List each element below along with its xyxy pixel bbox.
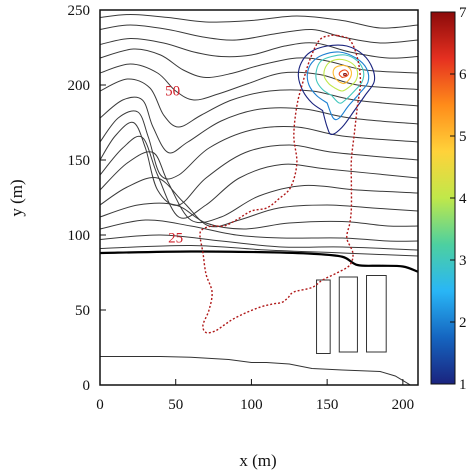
colorbar-tick-label: 7 — [459, 5, 467, 21]
y-tick-label: 150 — [68, 153, 91, 169]
terrain-contour-line — [100, 24, 418, 44]
terrain-contour-line — [100, 219, 418, 242]
colorbar-tick-label: 3 — [459, 253, 467, 269]
y-axis-title: y (m) — [7, 179, 26, 216]
building-outline — [366, 275, 387, 353]
colorbar-tick-label: 6 — [459, 67, 467, 83]
terrain-contour-line — [100, 110, 418, 180]
building-outline — [316, 279, 331, 354]
ground-line — [100, 356, 411, 385]
concentration-contour-2 — [306, 51, 370, 121]
plot-area: 50 25 — [100, 13, 418, 385]
y-tick-label: 250 — [68, 3, 91, 19]
y-axis: 0 50 100 150 200 250 — [68, 3, 106, 394]
terrain-contour-line — [100, 244, 418, 257]
colorbar-tick-label: 2 — [459, 315, 467, 331]
terrain-contour-line — [100, 96, 418, 154]
concentration-contour-7 — [343, 73, 347, 76]
contour-label: 25 — [168, 231, 183, 247]
x-tick-label: 200 — [392, 397, 415, 413]
y-tick-label: 100 — [68, 228, 91, 244]
x-axis: 0 50 100 150 200 — [96, 379, 414, 413]
building-outline — [338, 276, 358, 353]
contour-label: 50 — [165, 84, 180, 100]
site-boundary — [199, 34, 362, 334]
y-tick-label: 0 — [83, 378, 91, 394]
colorbar: 1 2 3 4 5 6 7 — [430, 5, 467, 393]
concentration-contour-6 — [338, 69, 349, 79]
colorbar-ticks: 1 2 3 4 5 6 7 — [450, 5, 467, 393]
terrain-contour-line — [100, 121, 418, 206]
x-tick-label: 100 — [240, 397, 263, 413]
terrain-contour-line — [100, 135, 418, 219]
terrain-contour-line — [100, 78, 418, 128]
x-axis-title: x (m) — [239, 451, 276, 470]
y-tick-label: 200 — [68, 78, 91, 94]
concentration-contour-1 — [297, 44, 376, 136]
terrain-contour-line — [100, 202, 418, 230]
colorbar-tick-label: 4 — [459, 191, 467, 207]
terrain-contour-line — [100, 176, 418, 228]
colorbar-tick-label: 1 — [459, 377, 467, 393]
concentration-contour-5 — [332, 64, 352, 85]
terrain-contour-line — [100, 63, 418, 101]
x-tick-label: 150 — [316, 397, 339, 413]
y-tick-label: 50 — [75, 303, 90, 319]
terrain-contour-line — [100, 151, 418, 224]
terrain-contour-line — [100, 234, 418, 251]
terrain-contour-line — [100, 37, 418, 59]
concentration-contour-4 — [323, 58, 359, 92]
concentration-contour-3 — [315, 54, 365, 104]
colorbar-tick-label: 5 — [459, 129, 467, 145]
plot-frame — [99, 9, 419, 386]
x-tick-label: 50 — [168, 397, 183, 413]
terrain-contour-line — [100, 13, 418, 29]
shoreline — [100, 250, 418, 273]
terrain-contour-line — [100, 48, 418, 79]
x-tick-label: 0 — [96, 397, 104, 413]
